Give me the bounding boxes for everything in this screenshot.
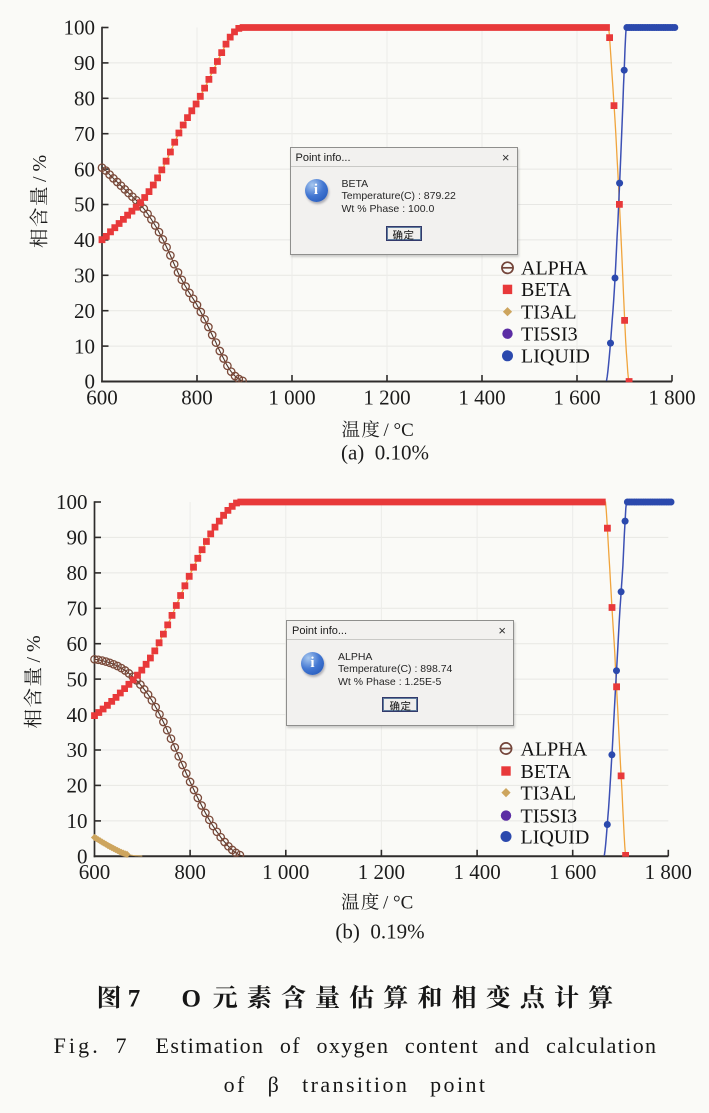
svg-text:70: 70 xyxy=(74,122,95,146)
svg-text:7: 7 xyxy=(128,985,141,1012)
svg-text:TI5SI3: TI5SI3 xyxy=(521,324,578,346)
svg-text:0: 0 xyxy=(85,370,96,394)
svg-text:1 800: 1 800 xyxy=(645,860,692,884)
svg-text:10: 10 xyxy=(74,334,95,358)
svg-text:1 600: 1 600 xyxy=(549,860,596,884)
svg-text:60: 60 xyxy=(74,157,95,181)
svg-text:90: 90 xyxy=(74,51,95,75)
svg-text:50: 50 xyxy=(74,193,95,217)
svg-text:600: 600 xyxy=(79,860,111,884)
svg-text:TI3AL: TI3AL xyxy=(521,782,577,804)
svg-text:BETA: BETA xyxy=(521,761,572,783)
svg-text:LIQUID: LIQUID xyxy=(521,826,590,848)
svg-text:BETA: BETA xyxy=(521,279,572,301)
svg-text:50: 50 xyxy=(67,667,88,691)
svg-text:30: 30 xyxy=(74,264,95,288)
svg-text:70: 70 xyxy=(67,597,88,621)
svg-text:ALPHA: ALPHA xyxy=(521,258,588,280)
svg-text:1 000: 1 000 xyxy=(268,386,315,410)
svg-text:800: 800 xyxy=(181,386,213,410)
svg-text:1 400: 1 400 xyxy=(453,860,500,884)
svg-text:(b) 0.19%: (b) 0.19% xyxy=(335,920,424,944)
svg-text:600: 600 xyxy=(86,386,118,410)
svg-text:1 000: 1 000 xyxy=(262,860,309,884)
svg-text:40: 40 xyxy=(74,228,95,252)
svg-text:TI3AL: TI3AL xyxy=(521,302,577,324)
svg-text:(a) 0.10%: (a) 0.10% xyxy=(341,441,429,465)
svg-text:O: O xyxy=(182,985,201,1012)
svg-text:60: 60 xyxy=(67,632,88,656)
svg-text:10: 10 xyxy=(67,809,88,833)
svg-text:800: 800 xyxy=(174,860,206,884)
svg-text:/ %: / % xyxy=(23,635,45,662)
svg-text:1 200: 1 200 xyxy=(358,860,405,884)
svg-text:100: 100 xyxy=(56,490,88,514)
svg-text:100: 100 xyxy=(64,16,96,40)
svg-text:TI5SI3: TI5SI3 xyxy=(521,805,578,827)
svg-text:1 800: 1 800 xyxy=(648,386,695,410)
svg-text:20: 20 xyxy=(74,299,95,323)
svg-text:80: 80 xyxy=(67,561,88,585)
svg-text:0: 0 xyxy=(77,845,88,869)
svg-text:40: 40 xyxy=(67,703,88,727)
svg-text:LIQUID: LIQUID xyxy=(521,346,590,368)
svg-text:1 400: 1 400 xyxy=(458,386,505,410)
svg-text:/ °C: / °C xyxy=(383,893,413,914)
svg-text:80: 80 xyxy=(74,87,95,111)
svg-text:ALPHA: ALPHA xyxy=(521,738,588,760)
svg-text:1 600: 1 600 xyxy=(553,386,600,410)
svg-text:20: 20 xyxy=(67,774,88,798)
svg-text:/ %: / % xyxy=(29,155,51,182)
svg-text:1 200: 1 200 xyxy=(363,386,410,410)
svg-text:/ °C: / °C xyxy=(384,420,414,441)
svg-text:30: 30 xyxy=(67,738,88,762)
svg-text:90: 90 xyxy=(67,526,88,550)
